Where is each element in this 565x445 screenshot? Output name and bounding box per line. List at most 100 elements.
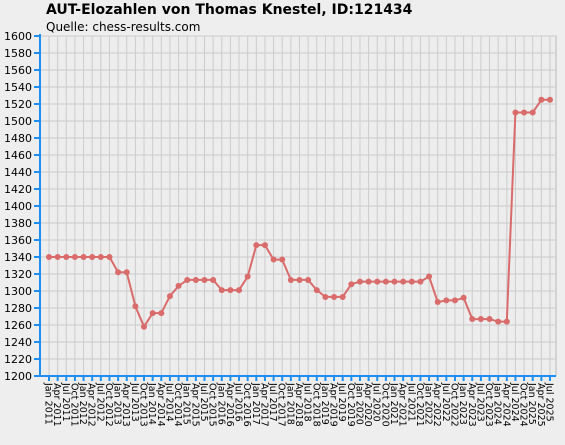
x-tick-label: Jul 2011 — [60, 382, 71, 422]
data-point — [261, 242, 268, 249]
data-point — [132, 303, 139, 310]
y-tick-label: 1480 — [4, 132, 32, 145]
data-point — [512, 109, 519, 116]
data-point — [97, 254, 104, 260]
x-tick-label: Jul 2015 — [198, 382, 209, 422]
x-tick-label: Jan 2022 — [423, 382, 434, 425]
data-point — [141, 323, 148, 330]
data-point — [184, 276, 191, 283]
x-tick-label: Apr 2024 — [500, 383, 511, 427]
y-tick-label: 1360 — [4, 234, 32, 247]
data-point — [279, 256, 286, 263]
x-tick-label: Oct 2013 — [138, 383, 149, 427]
data-point — [296, 276, 303, 283]
y-tick-label: 1420 — [4, 183, 32, 196]
data-point — [331, 293, 338, 300]
x-tick-label: Apr 2014 — [155, 383, 166, 427]
x-tick-label: Apr 2015 — [189, 383, 200, 427]
data-point — [305, 276, 312, 283]
data-point — [538, 96, 545, 103]
data-point — [253, 242, 260, 249]
data-point — [391, 278, 398, 285]
data-point — [54, 254, 61, 260]
x-tick-label: Jan 2014 — [146, 382, 157, 425]
x-tick-label: Jul 2016 — [233, 382, 244, 422]
data-point — [71, 254, 78, 260]
data-point — [158, 310, 165, 317]
x-tick-label: Apr 2017 — [258, 383, 269, 427]
data-point — [400, 278, 407, 285]
data-point — [495, 318, 502, 325]
data-point — [244, 273, 251, 280]
x-tick-label: Oct 2014 — [172, 383, 183, 427]
data-point — [451, 297, 458, 304]
x-tick-label: Apr 2019 — [328, 383, 339, 427]
x-tick-label: Jul 2017 — [267, 382, 278, 422]
x-tick-label: Oct 2022 — [448, 383, 459, 427]
y-tick-label: 1240 — [4, 336, 32, 349]
y-tick-label: 1200 — [4, 370, 32, 383]
x-tick-label: Oct 2017 — [276, 383, 287, 427]
x-tick-label: Jan 2021 — [388, 382, 399, 425]
x-tick-label: Oct 2015 — [207, 383, 218, 427]
y-tick-label: 1220 — [4, 353, 32, 366]
x-tick-label: Oct 2018 — [310, 383, 321, 427]
x-tick-label: Apr 2016 — [224, 383, 235, 427]
x-tick-label: Jul 2020 — [371, 382, 382, 422]
chart-title: AUT-Elozahlen von Thomas Knestel, ID:121… — [46, 2, 413, 18]
x-tick-label: Jul 2013 — [129, 382, 140, 422]
data-point — [365, 278, 372, 285]
data-point — [426, 273, 433, 280]
x-tick-label: Oct 2011 — [68, 383, 79, 427]
x-tick-label: Apr 2011 — [51, 383, 62, 427]
data-point — [547, 96, 553, 103]
data-point — [63, 254, 70, 260]
data-point — [521, 109, 528, 116]
x-tick-label: Jul 2022 — [440, 382, 451, 422]
data-point — [106, 254, 113, 260]
y-tick-label: 1280 — [4, 302, 32, 315]
x-tick-label: Jul 2021 — [405, 382, 416, 422]
data-point — [115, 269, 122, 276]
data-point — [322, 293, 329, 300]
data-point — [486, 316, 493, 323]
data-point — [374, 278, 381, 285]
x-tick-label: Jan 2019 — [319, 382, 330, 425]
data-point — [192, 276, 199, 283]
x-tick-label: Oct 2023 — [483, 383, 494, 427]
x-tick-label: Apr 2013 — [120, 383, 131, 427]
data-point — [469, 316, 476, 323]
data-point — [417, 278, 424, 285]
y-tick-label: 1300 — [4, 285, 32, 298]
x-tick-label: Apr 2020 — [362, 383, 373, 427]
x-tick-label: Apr 2023 — [466, 383, 477, 427]
data-point — [408, 278, 415, 285]
data-point — [460, 294, 467, 301]
data-point — [236, 287, 243, 294]
data-point — [270, 256, 277, 263]
y-tick-label: 1440 — [4, 166, 32, 179]
x-tick-label: Oct 2012 — [103, 383, 114, 427]
y-tick-label: 1460 — [4, 149, 32, 162]
x-tick-label: Jul 2019 — [336, 382, 347, 422]
data-point — [46, 254, 52, 260]
data-point — [175, 282, 182, 289]
data-point — [348, 281, 355, 288]
x-tick-label: Oct 2024 — [518, 383, 529, 427]
data-point — [477, 316, 484, 323]
data-point — [434, 299, 441, 306]
x-tick-label: Oct 2016 — [241, 383, 252, 427]
x-tick-label: Apr 2022 — [431, 383, 442, 427]
x-tick-label: Jan 2023 — [457, 382, 468, 425]
data-point — [382, 278, 389, 285]
data-point — [356, 278, 363, 285]
x-tick-label: Apr 2012 — [86, 383, 97, 427]
y-tick-label: 1580 — [4, 47, 32, 60]
x-tick-label: Jan 2013 — [112, 382, 123, 425]
x-tick-label: Oct 2021 — [414, 383, 425, 427]
y-tick-label: 1600 — [4, 30, 32, 43]
x-tick-label: Apr 2021 — [397, 383, 408, 427]
chart-subtitle: Quelle: chess-results.com — [46, 20, 201, 34]
x-tick-label: Apr 2025 — [535, 383, 546, 427]
x-tick-label: Jan 2012 — [77, 382, 88, 425]
